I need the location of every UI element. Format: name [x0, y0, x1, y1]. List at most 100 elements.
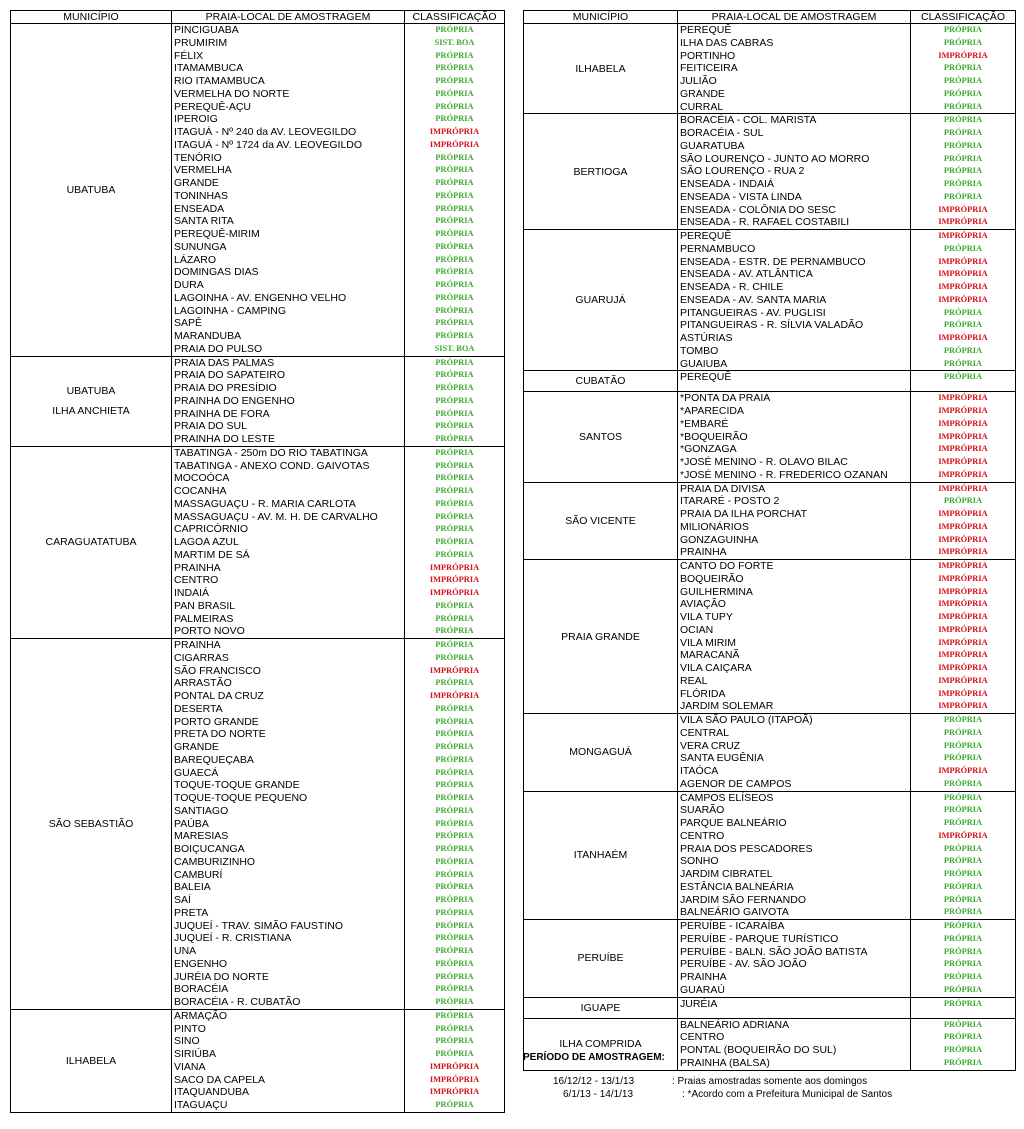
classification-status: IMPRÓPRIA [429, 588, 480, 597]
beach-name: ITAÓCA [680, 765, 719, 777]
classification-status: PRÓPRIA [435, 25, 474, 34]
beach-name: PRAIA DO PRESÍDIO [174, 382, 277, 394]
classification-status: PRÓPRIA [435, 640, 474, 649]
classification-status: PRÓPRIA [435, 101, 474, 111]
beach-name: MASSAGUAÇU - AV. M. H. DE CARVALHO [174, 510, 378, 523]
classification-status: PRÓPRIA [435, 383, 474, 392]
beach-name: PITANGUEIRAS - R. SÍLVIA VALADÃO [680, 319, 864, 332]
classification-status: PRÓPRIA [943, 63, 983, 73]
municipality-name: MONGAGUÁ [523, 713, 678, 792]
classification-status: PRÓPRIA [435, 203, 474, 213]
classification-status: IMPRÓPRIA [938, 637, 988, 647]
beach-name: CAMBURIZINHO [174, 855, 256, 868]
beach-name: SAPÊ [174, 317, 203, 330]
classification-status: PRÓPRIA [435, 537, 474, 546]
classification-status: PRÓPRIA [943, 140, 983, 150]
classification-status: IMPRÓPRIA [938, 469, 988, 479]
beach-name: MOCOÓCA [174, 472, 230, 485]
municipality-group: PERUÍBE PERUÍBE - ICARAÍBA PERUÍBE - PARQU… [523, 919, 1016, 998]
classification-status: IMPRÓPRIA [938, 431, 988, 441]
beach-name: FLÓRIDA [680, 687, 726, 700]
classification-status: IMPRÓPRIA [938, 675, 988, 685]
classification-status: PRÓPRIA [435, 241, 474, 251]
municipality-name-line: UBATUBA [66, 183, 116, 196]
praia-header: PRAIA-LOCAL DE AMOSTRAGEM [677, 10, 911, 24]
classification-list: PRÓPRIA SIST. BOA PRÓPRIA PRÓPRIA PRÓPRIA PRÓ… [404, 23, 505, 357]
beach-name: TOMBO [680, 344, 719, 357]
beach-name: DURA [174, 279, 204, 291]
right-header-row: MUNICÍPIO PRAIA-LOCAL DE AMOSTRAGEM CLAS… [523, 10, 1016, 24]
left-header-row: MUNICÍPIO PRAIA-LOCAL DE AMOSTRAGEM CLAS… [10, 10, 505, 24]
beach-name: PEREQUÊ [680, 230, 732, 242]
beach-name: UNA [174, 945, 197, 957]
beach-name: FEITICEIRA [680, 62, 738, 75]
classification-status: IMPRÓPRIA [938, 830, 988, 840]
classification-status: IMPRÓPRIA [938, 612, 988, 621]
beach-name: GRANDE [680, 87, 725, 100]
classification-list: PRÓPRIA PRÓPRIA PRÓPRIA PRÓPRIA PRÓPRIA PRÓPR… [910, 113, 1016, 230]
municipality-group: CARAGUATATUBA TABATINGA - 250m DO RIO TAB… [10, 445, 505, 640]
classification-status: IMPRÓPRIA [938, 294, 988, 304]
classification-status: PRÓPRIA [435, 305, 474, 315]
classification-status: PRÓPRIA [435, 856, 474, 866]
classification-status: PRÓPRIA [435, 460, 474, 470]
beach-name: ARRASTÃO [174, 677, 232, 690]
beach-name: ITAGUÁ - Nº 240 da AV. LEOVEGILDO [174, 126, 357, 138]
classification-status: PRÓPRIA [435, 1100, 474, 1109]
classification-status: PRÓPRIA [435, 1036, 474, 1046]
classification-status: PRÓPRIA [943, 818, 983, 827]
classification-status: PRÓPRIA [943, 869, 983, 878]
beach-name: INDAIÁ [174, 587, 210, 599]
beach-name: PEREQUÊ-AÇU [174, 100, 252, 113]
beach-name: PALMEIRAS [174, 612, 234, 625]
classification-status: IMPRÓPRIA [938, 688, 988, 698]
classification-status: PRÓPRIA [435, 229, 474, 238]
classification-status: PRÓPRIA [943, 358, 983, 368]
beach-name: VILA CAIÇARA [680, 662, 752, 674]
beach-name: SANTA EUGÊNIA [680, 752, 764, 765]
classification-status: IMPRÓPRIA [938, 204, 988, 214]
classification-status: PRÓPRIA [943, 753, 983, 763]
classification-list: PRÓPRIA PRÓPRIA PRÓPRIA PRÓPRIA IMPRÓPRIA IMP… [404, 1008, 505, 1113]
classification-status: IMPRÓPRIA [429, 1074, 480, 1084]
classification-list: IMPRÓPRIA PRÓPRIA IMPRÓPRIA IMPRÓPRIA IMPRÓP… [910, 481, 1016, 560]
praia-header: PRAIA-LOCAL DE AMOSTRAGEM [171, 10, 405, 24]
beach-name: PERUÍBE - ICARAÍBA [680, 920, 785, 932]
beach-list: PEREQUÊ PERNAMBUCO ENSEADA - ESTR. DE PERN… [677, 228, 911, 372]
beach-name: CAMBURÍ [174, 868, 223, 881]
beach-name: CAMPOS ELÍSEOS [680, 791, 774, 804]
municipality-name-line: ILHA COMPRIDA [559, 1038, 642, 1050]
municipality-name-line: ITANHAÉM [573, 849, 628, 862]
classificacao-header: CLASSIFICAÇÃO [404, 10, 505, 24]
beach-name: PEREQUÊ-MIRIM [174, 228, 260, 240]
classification-status: PRÓPRIA [435, 434, 474, 443]
beach-name: JARDIM SÃO FERNANDO [680, 893, 807, 906]
beach-list: CAMPOS ELÍSEOS SUARÃO PARQUE BALNEÁRIO CENT… [677, 790, 911, 920]
classification-status: PRÓPRIA [435, 408, 474, 418]
classification-status: PRÓPRIA [435, 780, 474, 790]
municipality-name: PERUÍBE [523, 919, 678, 998]
classification-status: PRÓPRIA [435, 895, 474, 904]
beach-name: BAREQUEÇABA [174, 753, 254, 766]
classification-status: PRÓPRIA [435, 88, 474, 98]
municipality-group: UBATUBA PINCIGUABA PRUMIRIM FÉLIX ITAMAMBUCA… [10, 23, 505, 357]
municipio-header: MUNICÍPIO [523, 10, 678, 24]
beach-name: VIANA [174, 1060, 206, 1073]
beach-name: FÉLIX [174, 49, 204, 62]
classification-status: IMPRÓPRIA [938, 217, 988, 227]
classification-status: PRÓPRIA [435, 920, 474, 930]
municipality-group: IGUAPE JURÉIA PRÓPRIA [523, 996, 1016, 1019]
municipality-group: BERTIOGA BORACÉIA - COL. MARISTA BORACÉIA … [523, 113, 1016, 230]
beach-name: PRUMIRIM [174, 36, 228, 49]
classification-status: PRÓPRIA [435, 767, 474, 777]
classification-status: PRÓPRIA [435, 742, 474, 751]
classification-status: PRÓPRIA [435, 805, 474, 815]
beach-name: GRANDE [174, 177, 219, 189]
classification-status: IMPRÓPRIA [938, 256, 988, 266]
classification-status: IMPRÓPRIA [429, 139, 480, 149]
beach-name: LAGOA AZUL [174, 536, 239, 548]
classification-status: PRÓPRIA [435, 76, 474, 85]
municipality-name: UBATUBA [10, 23, 172, 357]
municipality-group: GUARUJÁ PEREQUÊ PERNAMBUCO ENSEADA - ESTR. … [523, 228, 1016, 372]
municipio-header: MUNICÍPIO [10, 10, 172, 24]
